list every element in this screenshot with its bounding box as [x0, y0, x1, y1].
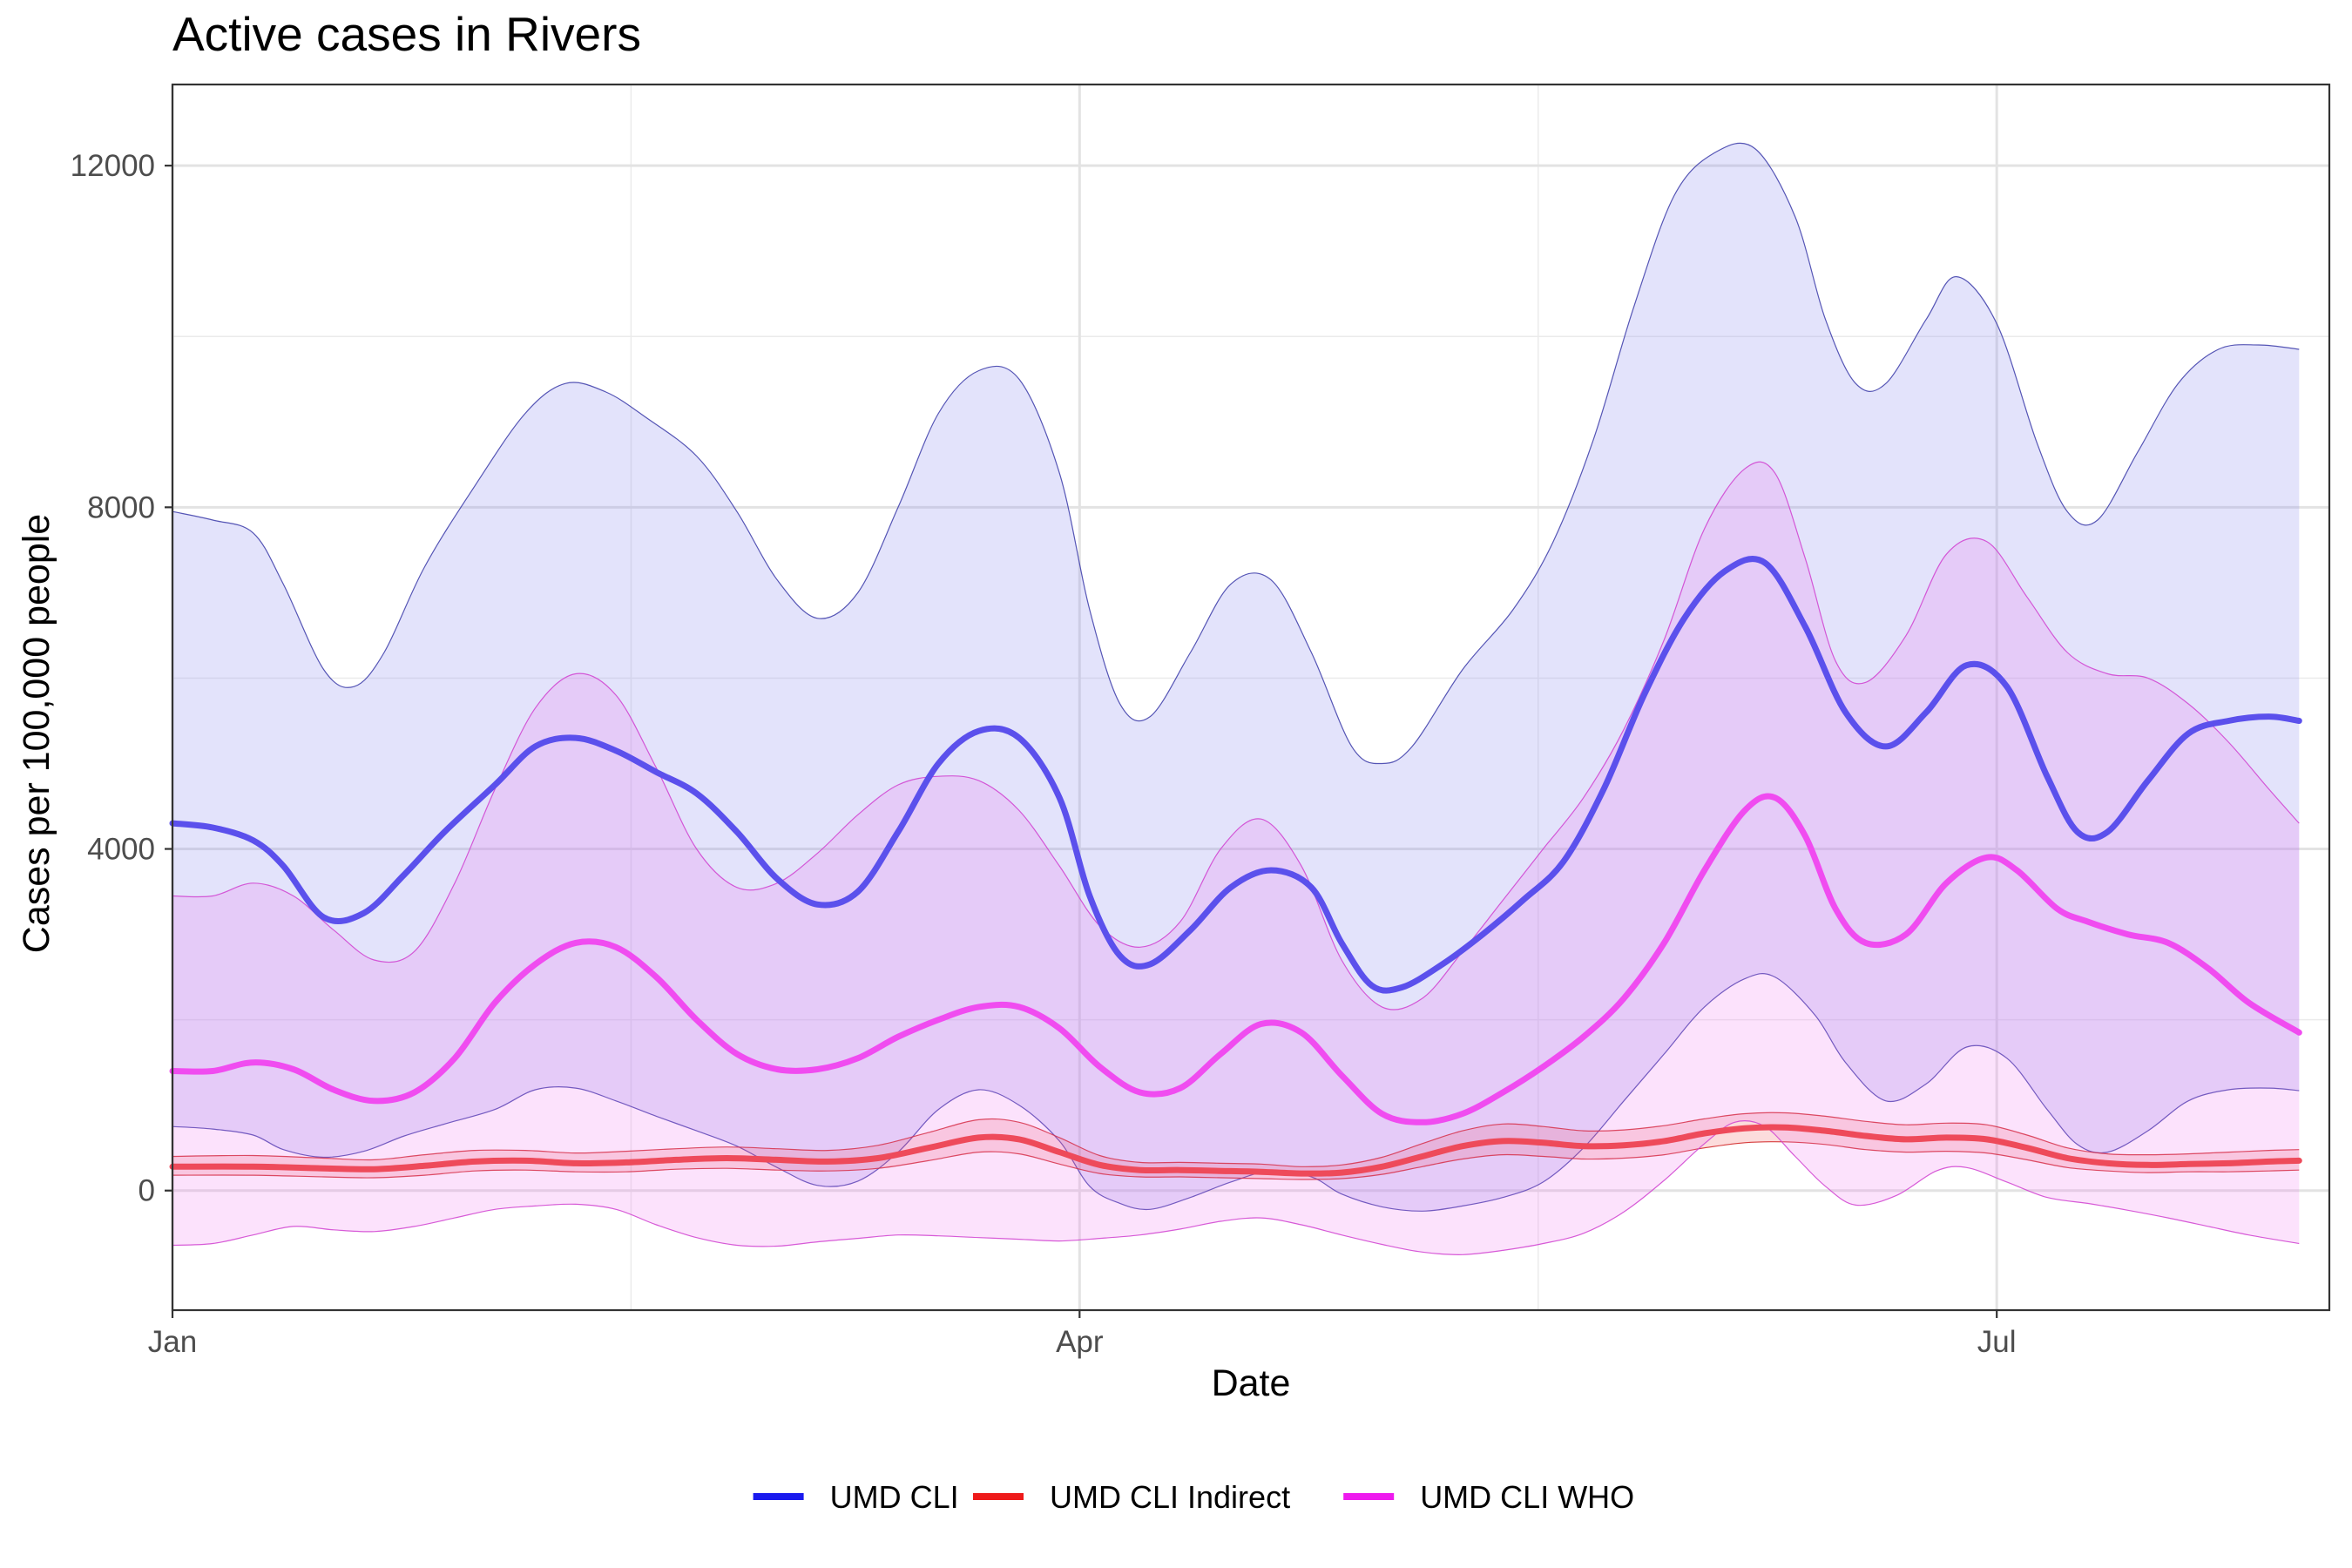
band-lower-umd-cli-who: [172, 1120, 2300, 1255]
y-axis-label: Cases per 100,000 people: [16, 514, 57, 953]
axes: 0 4000 8000 12000 Jan Apr Jul: [71, 149, 2017, 1359]
x-tick-label: Jul: [1977, 1325, 2017, 1359]
x-axis-label: Date: [1212, 1362, 1291, 1404]
y-tick-label: 0: [139, 1174, 155, 1208]
band-upper-umd-cli-who: [172, 461, 2300, 1010]
x-tick-label: Apr: [1056, 1325, 1104, 1359]
legend: UMD CLI UMD CLI Indirect UMD CLI WHO: [753, 1479, 1634, 1515]
band-upper-umd-cli: [172, 142, 2300, 765]
y-tick-label: 4000: [87, 833, 155, 867]
series-lines: [169, 556, 2302, 1177]
band-area-umd-cli: [172, 143, 2300, 1212]
y-tick-label: 12000: [71, 149, 155, 183]
legend-label-umd-cli-indirect: UMD CLI Indirect: [1050, 1479, 1290, 1515]
band-area-umd-cli-who: [172, 462, 2300, 1255]
series-line-umd-cli: [169, 556, 2302, 994]
legend-label-umd-cli-who: UMD CLI WHO: [1420, 1479, 1634, 1515]
band-lower-umd-cli-indirect: [172, 1141, 2300, 1180]
legend-label-umd-cli: UMD CLI: [830, 1479, 959, 1515]
x-tick-label: Jan: [148, 1325, 197, 1359]
series-line-umd-cli-indirect: [169, 1124, 2302, 1177]
band-upper-umd-cli-indirect: [172, 1112, 2300, 1167]
y-tick-label: 8000: [87, 490, 155, 524]
chart-title: Active cases in Rivers: [172, 7, 641, 61]
series-line-umd-cli-who: [169, 793, 2302, 1125]
confidence-bands: [172, 142, 2300, 1255]
plot-panel-border: [171, 83, 2331, 1312]
